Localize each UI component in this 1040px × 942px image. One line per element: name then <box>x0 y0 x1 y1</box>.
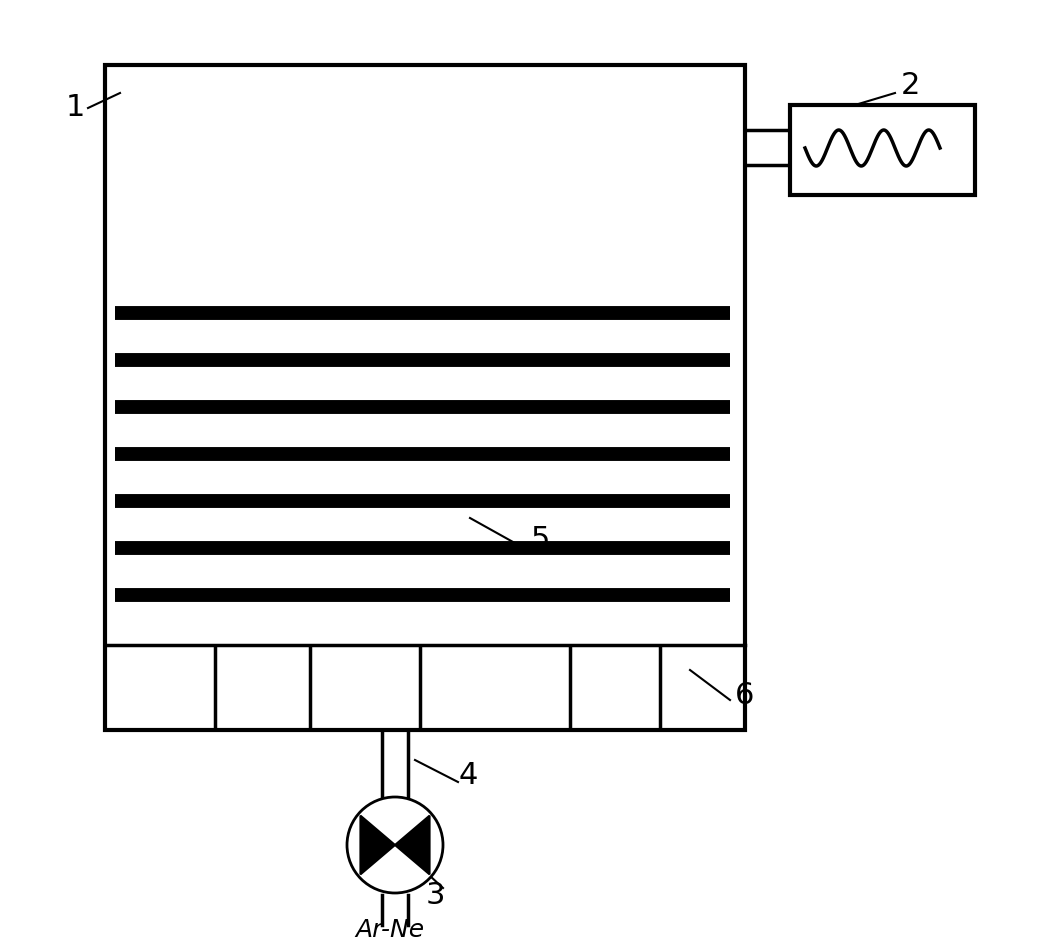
Text: 6: 6 <box>735 680 755 709</box>
Text: 1: 1 <box>66 93 84 122</box>
Circle shape <box>347 797 443 893</box>
Polygon shape <box>395 816 430 874</box>
Text: 2: 2 <box>901 71 919 100</box>
Text: 5: 5 <box>530 526 550 555</box>
Text: 3: 3 <box>425 881 445 909</box>
Text: Ar-Ne: Ar-Ne <box>356 918 424 942</box>
Bar <box>790 105 976 195</box>
Bar <box>105 65 745 730</box>
Text: 4: 4 <box>459 760 477 789</box>
Polygon shape <box>361 816 395 874</box>
Text: p: p <box>953 160 967 180</box>
